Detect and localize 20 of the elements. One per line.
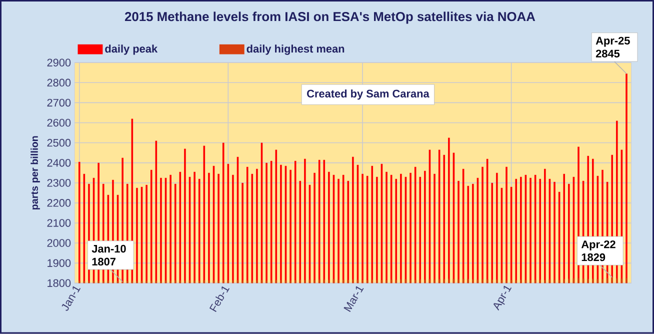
y-tick-label: 2800 — [47, 78, 71, 87]
chart-title: 2015 Methane levels from IASI on ESA's MetOp satellites via NOAA — [124, 12, 536, 24]
y-tick-label: 2900 — [47, 58, 71, 67]
y-tick-label: 2100 — [47, 219, 71, 227]
y-tick-label: 2400 — [47, 159, 71, 167]
y-tick-label: 1800 — [48, 279, 71, 288]
annotation: Apr-22 1829 — [581, 240, 616, 262]
annotation: Apr-25 2845 — [596, 36, 630, 58]
legend-label: daily peak — [105, 44, 158, 55]
annotation: Created by Sam Carana — [307, 90, 430, 100]
y-tick-label: 2000 — [47, 239, 71, 248]
y-tick-label: 2300 — [47, 179, 71, 187]
y-tick-label: 1900 — [48, 259, 71, 268]
y-tick-label: 2700 — [47, 98, 71, 107]
annotation: Jan-10 1807 — [92, 245, 126, 266]
legend-label: daily highest mean — [246, 44, 344, 55]
y-tick-label: 2200 — [47, 199, 71, 207]
y-tick-label: 2500 — [47, 139, 71, 147]
y-tick-label: 2600 — [47, 119, 71, 127]
y-axis-title: parts per billion — [30, 136, 40, 210]
